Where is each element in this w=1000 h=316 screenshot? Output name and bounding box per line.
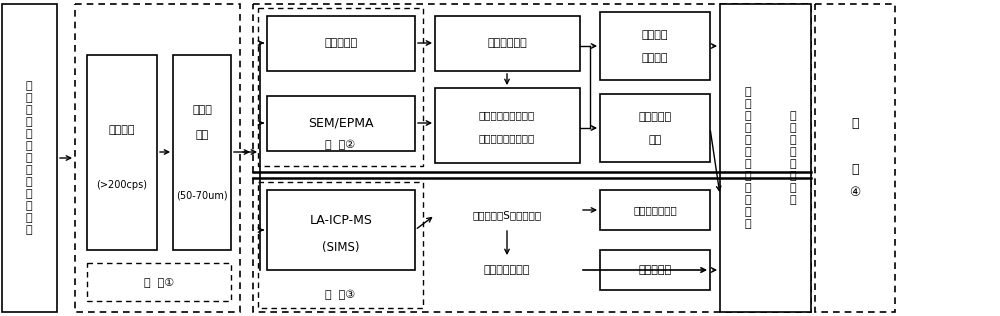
Text: 交代: 交代: [648, 135, 662, 145]
Bar: [600, 12, 710, 80]
Text: 电子显微镜: 电子显微镜: [324, 38, 358, 48]
Text: 薄片: 薄片: [195, 130, 209, 140]
Bar: [720, 4, 811, 312]
Bar: [815, 4, 895, 312]
Bar: [75, 4, 240, 312]
Text: 富矿样品: 富矿样品: [109, 125, 135, 135]
Text: 黄铁矿成因分析: 黄铁矿成因分析: [484, 265, 530, 275]
Text: LA-ICP-MS: LA-ICP-MS: [310, 214, 372, 227]
Text: 步

骤
④: 步 骤 ④: [849, 117, 861, 199]
Text: (>200cps): (>200cps): [96, 180, 148, 190]
Text: (50-70um): (50-70um): [176, 190, 228, 200]
Text: 圈定目标区域: 圈定目标区域: [487, 38, 527, 48]
Text: 步  骤①: 步 骤①: [144, 277, 174, 287]
Bar: [267, 16, 415, 71]
Text: 步  骤③: 步 骤③: [325, 290, 355, 300]
Text: 步  骤②: 步 骤②: [325, 140, 355, 150]
Bar: [87, 55, 157, 250]
Bar: [2, 4, 57, 312]
Bar: [600, 250, 710, 290]
Text: 黄铁矿与铀矿物空间: 黄铁矿与铀矿物空间: [479, 110, 535, 120]
Text: 特制光: 特制光: [192, 105, 212, 115]
Bar: [435, 88, 580, 163]
Bar: [600, 94, 710, 162]
Text: 黄铁矿微区S同位素测定: 黄铁矿微区S同位素测定: [472, 210, 542, 220]
Bar: [267, 190, 415, 270]
Text: 含矿层埋藏演化: 含矿层埋藏演化: [633, 205, 677, 215]
Bar: [600, 190, 710, 230]
Text: 铀成矿过程: 铀成矿过程: [638, 265, 672, 275]
Bar: [258, 182, 423, 308]
Text: SEM/EPMA: SEM/EPMA: [308, 117, 374, 130]
Text: 先后沉淀: 先后沉淀: [642, 53, 668, 63]
Text: 边界不平整: 边界不平整: [638, 112, 672, 122]
Text: 关系及边界接触情况: 关系及边界接触情况: [479, 133, 535, 143]
Text: 边界平整: 边界平整: [642, 30, 668, 40]
Bar: [435, 16, 580, 71]
Text: 砂
岩
型
铀
矿
中
黄
铁
矿
形
成
及: 砂 岩 型 铀 矿 中 黄 铁 矿 形 成 及: [745, 87, 751, 229]
Bar: [173, 55, 231, 250]
Text: (SIMS): (SIMS): [322, 241, 360, 254]
Bar: [87, 263, 231, 301]
Bar: [258, 8, 423, 166]
Text: 砂
岩
型
铀
矿
区
含
矿
目
的
层
砂
岩: 砂 岩 型 铀 矿 区 含 矿 目 的 层 砂 岩: [26, 81, 32, 235]
Bar: [267, 96, 415, 151]
Bar: [253, 4, 811, 312]
Text: 与
铀
矿
物
内
在
关
系: 与 铀 矿 物 内 在 关 系: [790, 111, 796, 205]
